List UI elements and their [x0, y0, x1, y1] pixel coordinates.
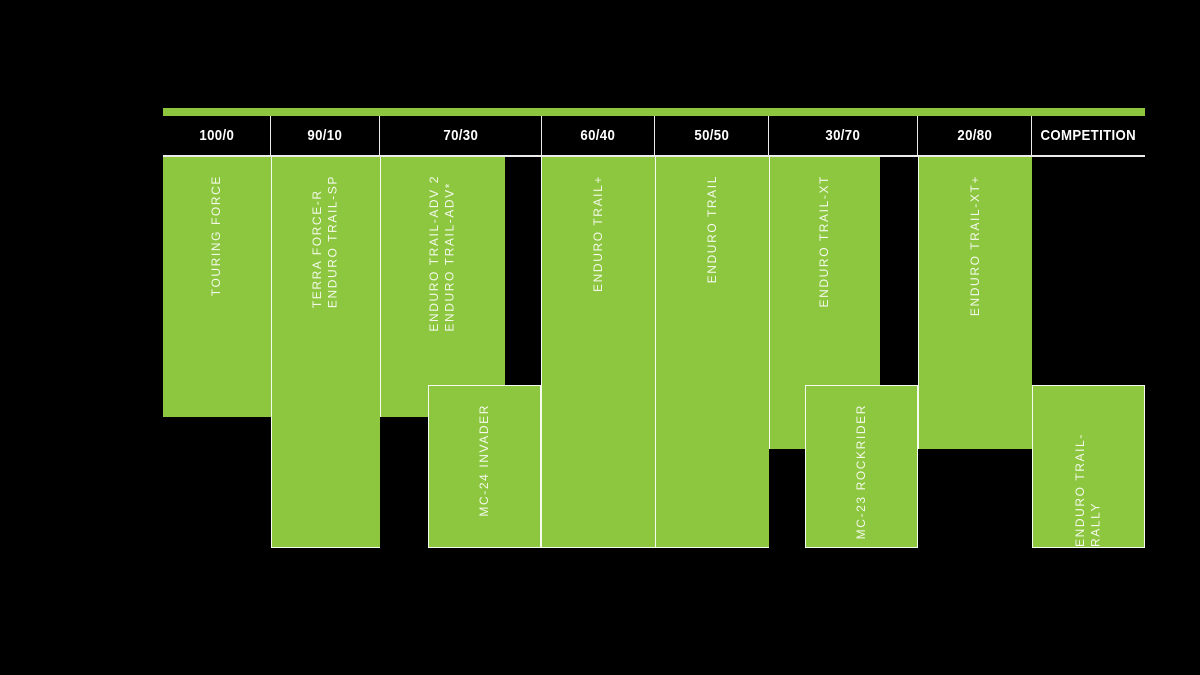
header-cell-90-10: 90/10	[271, 116, 380, 155]
header-cell-label: 20/80	[957, 127, 992, 144]
block-mc-23-rockrider: MC-23 ROCKRIDER	[805, 385, 918, 548]
header-cell-label: 90/10	[307, 127, 343, 144]
header-cell-60-40: 60/40	[542, 116, 655, 155]
block-label: ENDURO TRAIL-ADV 2 ENDURO TRAIL-ADV*	[427, 175, 457, 332]
block-terra-force-r: TERRA FORCE-R ENDURO TRAIL-SP	[271, 157, 380, 548]
header-cell-competition: COMPETITION	[1032, 116, 1145, 155]
block-label: MC-23 ROCKRIDER	[853, 404, 868, 540]
header-underline	[163, 155, 1145, 157]
block-enduro-trail-adv: ENDURO TRAIL-ADV 2 ENDURO TRAIL-ADV*	[380, 157, 505, 417]
block-label: ENDURO TRAIL-XT	[817, 175, 832, 308]
block-enduro-trail-plus: ENDURO TRAIL+	[541, 157, 655, 548]
chart-top-accent-bar	[163, 108, 1145, 116]
header-cell-label: 50/50	[694, 127, 729, 144]
block-enduro-trail-xt-plus: ENDURO TRAIL-XT+	[918, 157, 1032, 449]
block-enduro-trail: ENDURO TRAIL	[655, 157, 769, 548]
block-label: MC-24 INVADER	[476, 404, 491, 517]
block-mc-24-invader: MC-24 INVADER	[428, 385, 541, 548]
block-label: ENDURO TRAIL-XT+	[967, 175, 982, 317]
header-cell-20-80: 20/80	[918, 116, 1032, 155]
header-cell-100-0: 100/0	[163, 116, 271, 155]
header-cell-30-70: 30/70	[769, 116, 918, 155]
block-label: TOURING FORCE	[209, 175, 224, 297]
block-label: ENDURO TRAIL+	[590, 175, 605, 292]
header-cell-label: COMPETITION	[1040, 127, 1137, 144]
header-cell-label: 30/70	[825, 127, 861, 144]
header-cell-label: 70/30	[443, 127, 478, 144]
header-cell-label: 100/0	[199, 127, 234, 144]
block-label: ENDURO TRAIL	[704, 175, 719, 284]
block-touring-force: TOURING FORCE	[163, 157, 271, 417]
block-label: ENDURO TRAIL-RALLY	[1072, 433, 1103, 547]
header-cell-50-50: 50/50	[655, 116, 769, 155]
block-label: TERRA FORCE-R ENDURO TRAIL-SP	[310, 175, 340, 309]
header-cell-label: 60/40	[580, 127, 616, 144]
block-enduro-trail-rally: ENDURO TRAIL-RALLY	[1032, 385, 1145, 548]
header-cell-70-30: 70/30	[380, 116, 542, 155]
